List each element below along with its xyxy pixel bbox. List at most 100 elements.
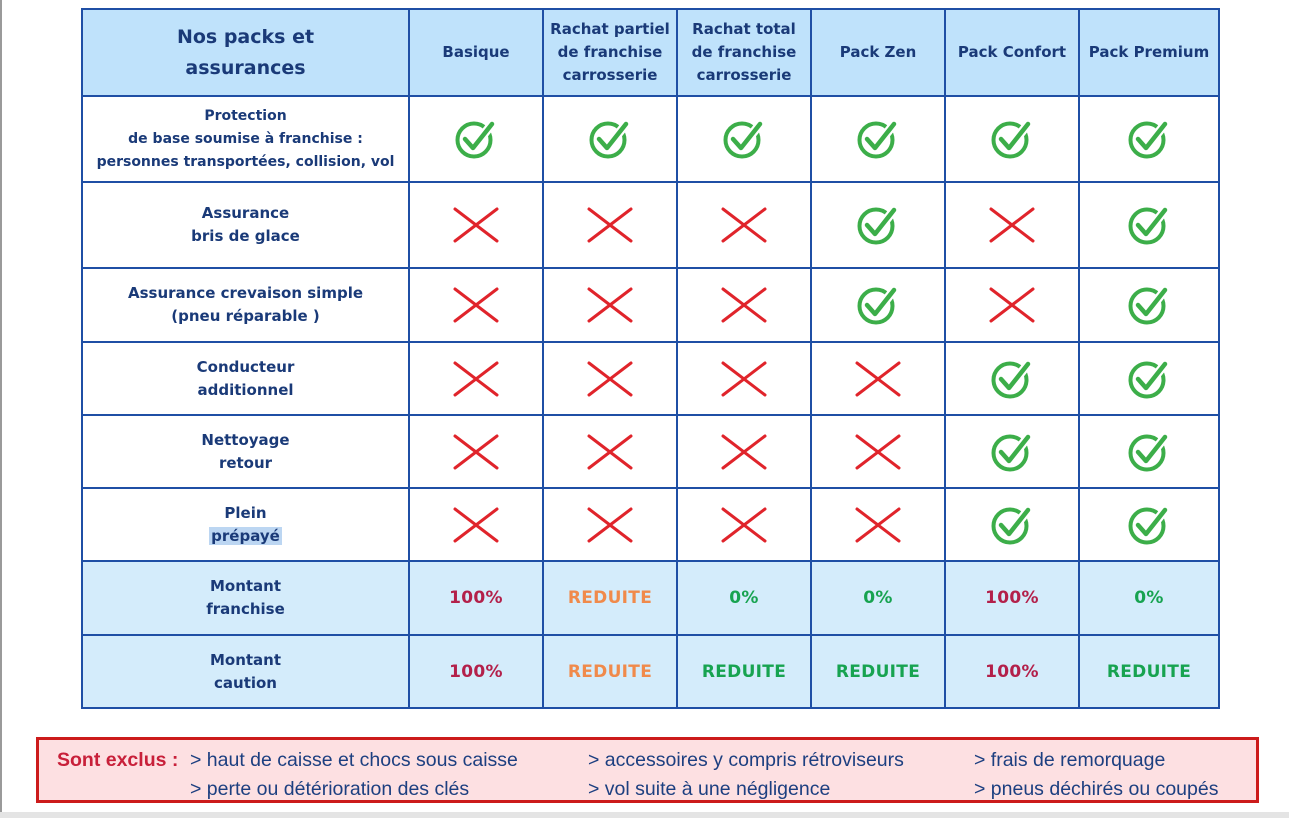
page-edge [0,0,2,818]
row-label-line: Plein [224,503,267,522]
column-header-rachat-total: Rachat total de franchise carrosserie [676,8,812,97]
cross-icon [410,361,542,397]
row-label-line: (pneu réparable ) [171,307,320,325]
column-header-line: Rachat total [692,20,796,38]
row-label-line: Conducteur [196,357,295,376]
coverage-cell [408,487,544,562]
value-cell: 100% [944,634,1080,709]
caution-value: 100% [985,661,1039,682]
coverage-cell [810,95,946,183]
cross-icon [544,434,676,470]
row-label: Assurance crevaison simple (pneu réparab… [81,267,410,343]
coverage-cell [542,181,678,269]
row-label: Plein prépayé [81,487,410,562]
cross-icon [812,434,944,470]
caution-value: REDUITE [567,661,653,682]
check-circle-icon [946,503,1078,547]
corner-header-line: Nos packs et [176,25,315,48]
selected-text-highlight[interactable]: prépayé [209,526,282,545]
coverage-cell [1078,95,1220,183]
feature-row-crevaison: Assurance crevaison simple (pneu réparab… [81,267,1220,343]
franchise-value: 100% [985,588,1039,608]
value-cell: REDUITE [542,560,678,636]
cross-icon [544,507,676,543]
coverage-cell [676,414,812,489]
row-label-line: Protection [204,107,287,124]
row-label: Conducteur additionnel [81,341,410,416]
column-header-line: Pack Zen [839,43,917,61]
cross-icon [812,507,944,543]
column-header-basique: Basique [408,8,544,97]
check-circle-icon [544,117,676,161]
coverage-cell [542,267,678,343]
cross-icon [410,434,542,470]
row-label-line: Nettoyage [201,430,290,449]
cross-icon [544,361,676,397]
coverage-cell [676,267,812,343]
check-circle-icon [812,283,944,327]
franchise-value: REDUITE [567,588,653,608]
row-label: Protection de base soumise à franchise :… [81,95,410,183]
column-header-line: carrosserie [562,66,658,84]
check-circle-icon [1080,430,1218,474]
exclusion-item: > accessoires y compris rétroviseurs [588,749,904,771]
caution-value: REDUITE [835,661,921,682]
row-label-line: prépayé [83,525,408,548]
check-circle-icon [946,430,1078,474]
value-cell: 100% [408,560,544,636]
coverage-cell [408,267,544,343]
row-label-line: retour [218,453,273,472]
coverage-cell [944,95,1080,183]
coverage-cell [944,414,1080,489]
caution-value: REDUITE [1106,661,1192,682]
check-circle-icon [1080,357,1218,401]
row-label: Nettoyage retour [81,414,410,489]
column-header-line: Pack Confort [957,43,1067,61]
coverage-cell [1078,267,1220,343]
header-row: Nos packs et assurances Basique Rachat p… [81,8,1220,97]
coverage-cell [408,95,544,183]
feature-row-conducteur: Conducteur additionnel [81,341,1220,416]
check-circle-icon [1080,203,1218,247]
column-header-line: de franchise [557,43,663,61]
exclusion-item: > pneus déchirés ou coupés [974,778,1219,800]
exclusions-title: Sont exclus : [57,749,179,771]
cross-icon [678,207,810,243]
value-cell: 0% [810,560,946,636]
row-label-line: de base soumise à franchise : [128,130,363,147]
row-label-line: additionnel [197,380,294,399]
coverage-cell [944,181,1080,269]
coverage-cell [542,95,678,183]
franchise-value: 0% [1134,588,1164,608]
check-circle-icon [678,117,810,161]
franchise-value: 0% [863,588,893,608]
cross-icon [678,507,810,543]
value-cell: 100% [408,634,544,709]
feature-row-plein: Plein prépayé [81,487,1220,562]
franchise-value: 0% [729,588,759,608]
coverage-cell [944,267,1080,343]
row-label: Assurance bris de glace [81,181,410,269]
row-label-line: Assurance [201,204,290,222]
cross-icon [946,207,1078,243]
cross-icon [410,207,542,243]
caution-value: REDUITE [701,661,787,682]
row-label: Montant franchise [81,560,410,636]
value-cell: REDUITE [1078,634,1220,709]
feature-row-bris-de-glace: Assurance bris de glace [81,181,1220,269]
feature-row-protection: Protection de base soumise à franchise :… [81,95,1220,183]
exclusion-item: > vol suite à une négligence [588,778,831,800]
cross-icon [678,287,810,323]
coverage-cell [676,341,812,416]
check-circle-icon [812,203,944,247]
coverage-cell [1078,487,1220,562]
cross-icon [946,287,1078,323]
value-cell: 0% [676,560,812,636]
feature-row-nettoyage: Nettoyage retour [81,414,1220,489]
coverage-cell [676,95,812,183]
check-circle-icon [1080,503,1218,547]
column-header-line: de franchise [691,43,797,61]
value-cell: REDUITE [542,634,678,709]
coverage-cell [408,414,544,489]
packs-comparison-table: Nos packs et assurances Basique Rachat p… [81,8,1220,709]
